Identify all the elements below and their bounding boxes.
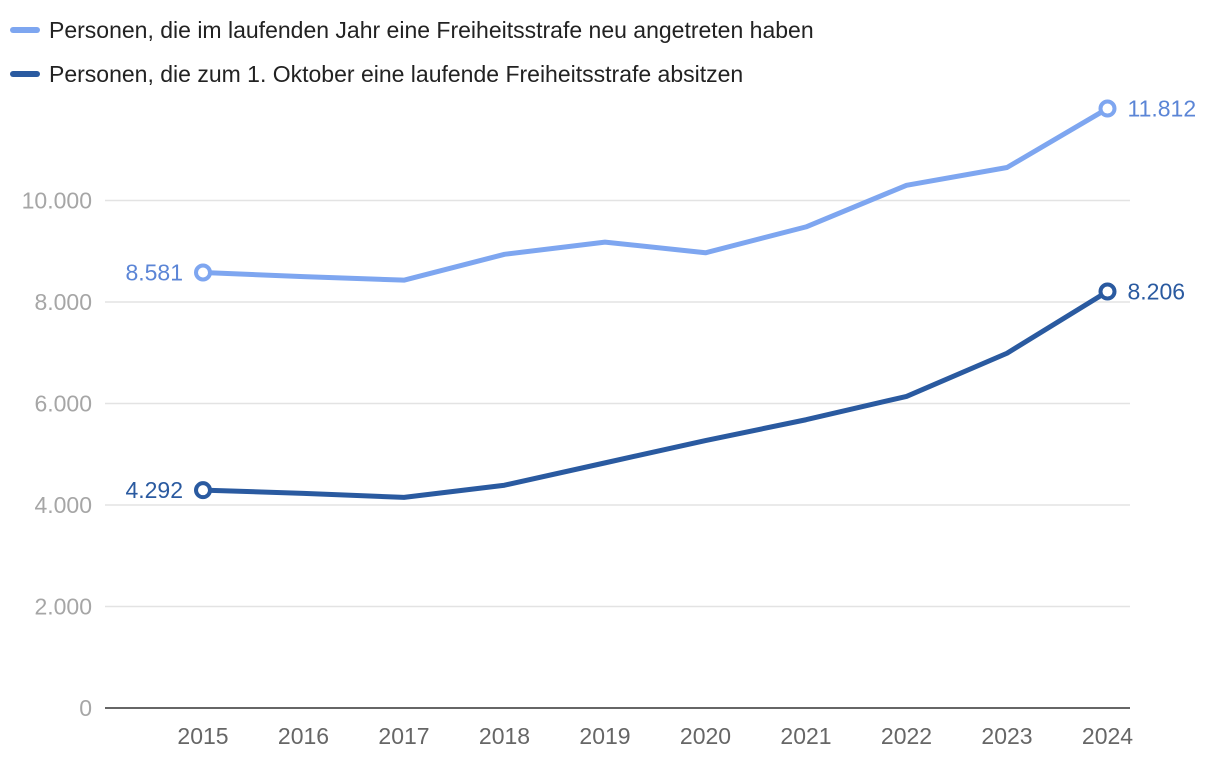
x-tick-label: 2024: [1082, 723, 1133, 749]
x-tick-label: 2021: [780, 723, 831, 749]
x-tick-label: 2023: [981, 723, 1032, 749]
end-point-marker: [1098, 282, 1117, 301]
series-line: [200, 106, 1110, 283]
y-tick-label: 4.000: [34, 492, 92, 518]
x-tick-label: 2017: [378, 723, 429, 749]
x-tick-label: 2015: [177, 723, 228, 749]
end-value-label: 11.812: [1128, 96, 1197, 122]
y-tick-label: 0: [79, 695, 92, 721]
start-point-marker: [194, 263, 212, 282]
x-tick-label: 2018: [479, 723, 530, 749]
y-tick-label: 2.000: [34, 594, 92, 620]
x-tick-label: 2022: [881, 723, 932, 749]
legend-item-serving: Personen, die zum 1. Oktober eine laufen…: [10, 52, 814, 96]
x-tick-label: 2016: [278, 723, 329, 749]
y-tick-label: 6.000: [34, 391, 92, 417]
series-1: 8.581 11.812: [125, 96, 1196, 286]
legend-label-new-entries: Personen, die im laufenden Jahr eine Fre…: [49, 16, 814, 43]
start-value-label: 8.581: [125, 260, 183, 286]
end-point-marker: [1098, 99, 1117, 118]
y-tick-label: 10.000: [22, 188, 92, 214]
y-tick-label: 8.000: [34, 289, 92, 315]
start-value-label: 4.292: [125, 477, 183, 503]
legend-item-new-entries: Personen, die im laufenden Jahr eine Fre…: [10, 8, 814, 52]
legend-swatch-new-entries: [10, 27, 40, 33]
legend-label-serving: Personen, die zum 1. Oktober eine laufen…: [49, 60, 744, 87]
legend-swatch-serving: [10, 71, 40, 77]
end-value-label: 8.206: [1128, 279, 1186, 305]
legend: Personen, die im laufenden Jahr eine Fre…: [10, 8, 814, 96]
start-point-marker: [194, 481, 212, 500]
x-tick-label: 2020: [680, 723, 731, 749]
series-line: [200, 289, 1110, 500]
series-2: 4.292 8.206: [125, 279, 1185, 504]
x-tick-label: 2019: [579, 723, 630, 749]
